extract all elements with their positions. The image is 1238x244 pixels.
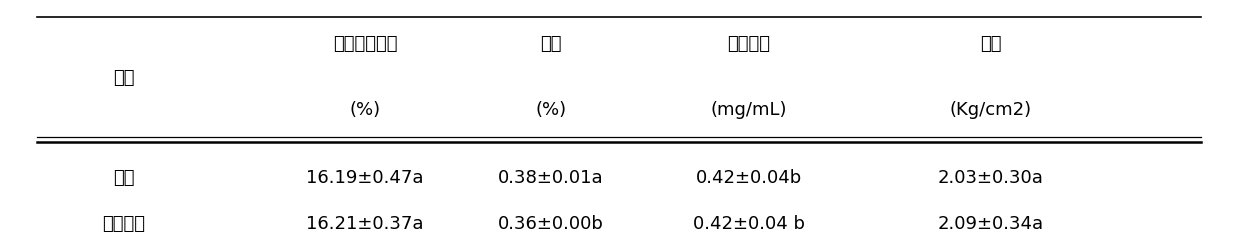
- Text: 16.19±0.47a: 16.19±0.47a: [307, 169, 423, 187]
- Text: 总酸: 总酸: [540, 35, 562, 53]
- Text: 硬度: 硬度: [979, 35, 1002, 53]
- Text: 混合菌液: 混合菌液: [103, 215, 145, 234]
- Text: 空白: 空白: [113, 169, 135, 187]
- Text: (%): (%): [535, 101, 567, 119]
- Text: (Kg/cm2): (Kg/cm2): [950, 101, 1031, 119]
- Text: (%): (%): [349, 101, 381, 119]
- Text: 0.38±0.01a: 0.38±0.01a: [498, 169, 604, 187]
- Text: 2.03±0.30a: 2.03±0.30a: [937, 169, 1044, 187]
- Text: 0.36±0.00b: 0.36±0.00b: [498, 215, 604, 234]
- Text: 2.09±0.34a: 2.09±0.34a: [937, 215, 1044, 234]
- Text: 0.42±0.04 b: 0.42±0.04 b: [693, 215, 805, 234]
- Text: 可溶性固形物: 可溶性固形物: [333, 35, 397, 53]
- Text: (mg/mL): (mg/mL): [711, 101, 787, 119]
- Text: 16.21±0.37a: 16.21±0.37a: [307, 215, 423, 234]
- Text: 0.42±0.04b: 0.42±0.04b: [696, 169, 802, 187]
- Text: 可溶蛋白: 可溶蛋白: [728, 35, 770, 53]
- Text: 处理: 处理: [113, 69, 135, 87]
